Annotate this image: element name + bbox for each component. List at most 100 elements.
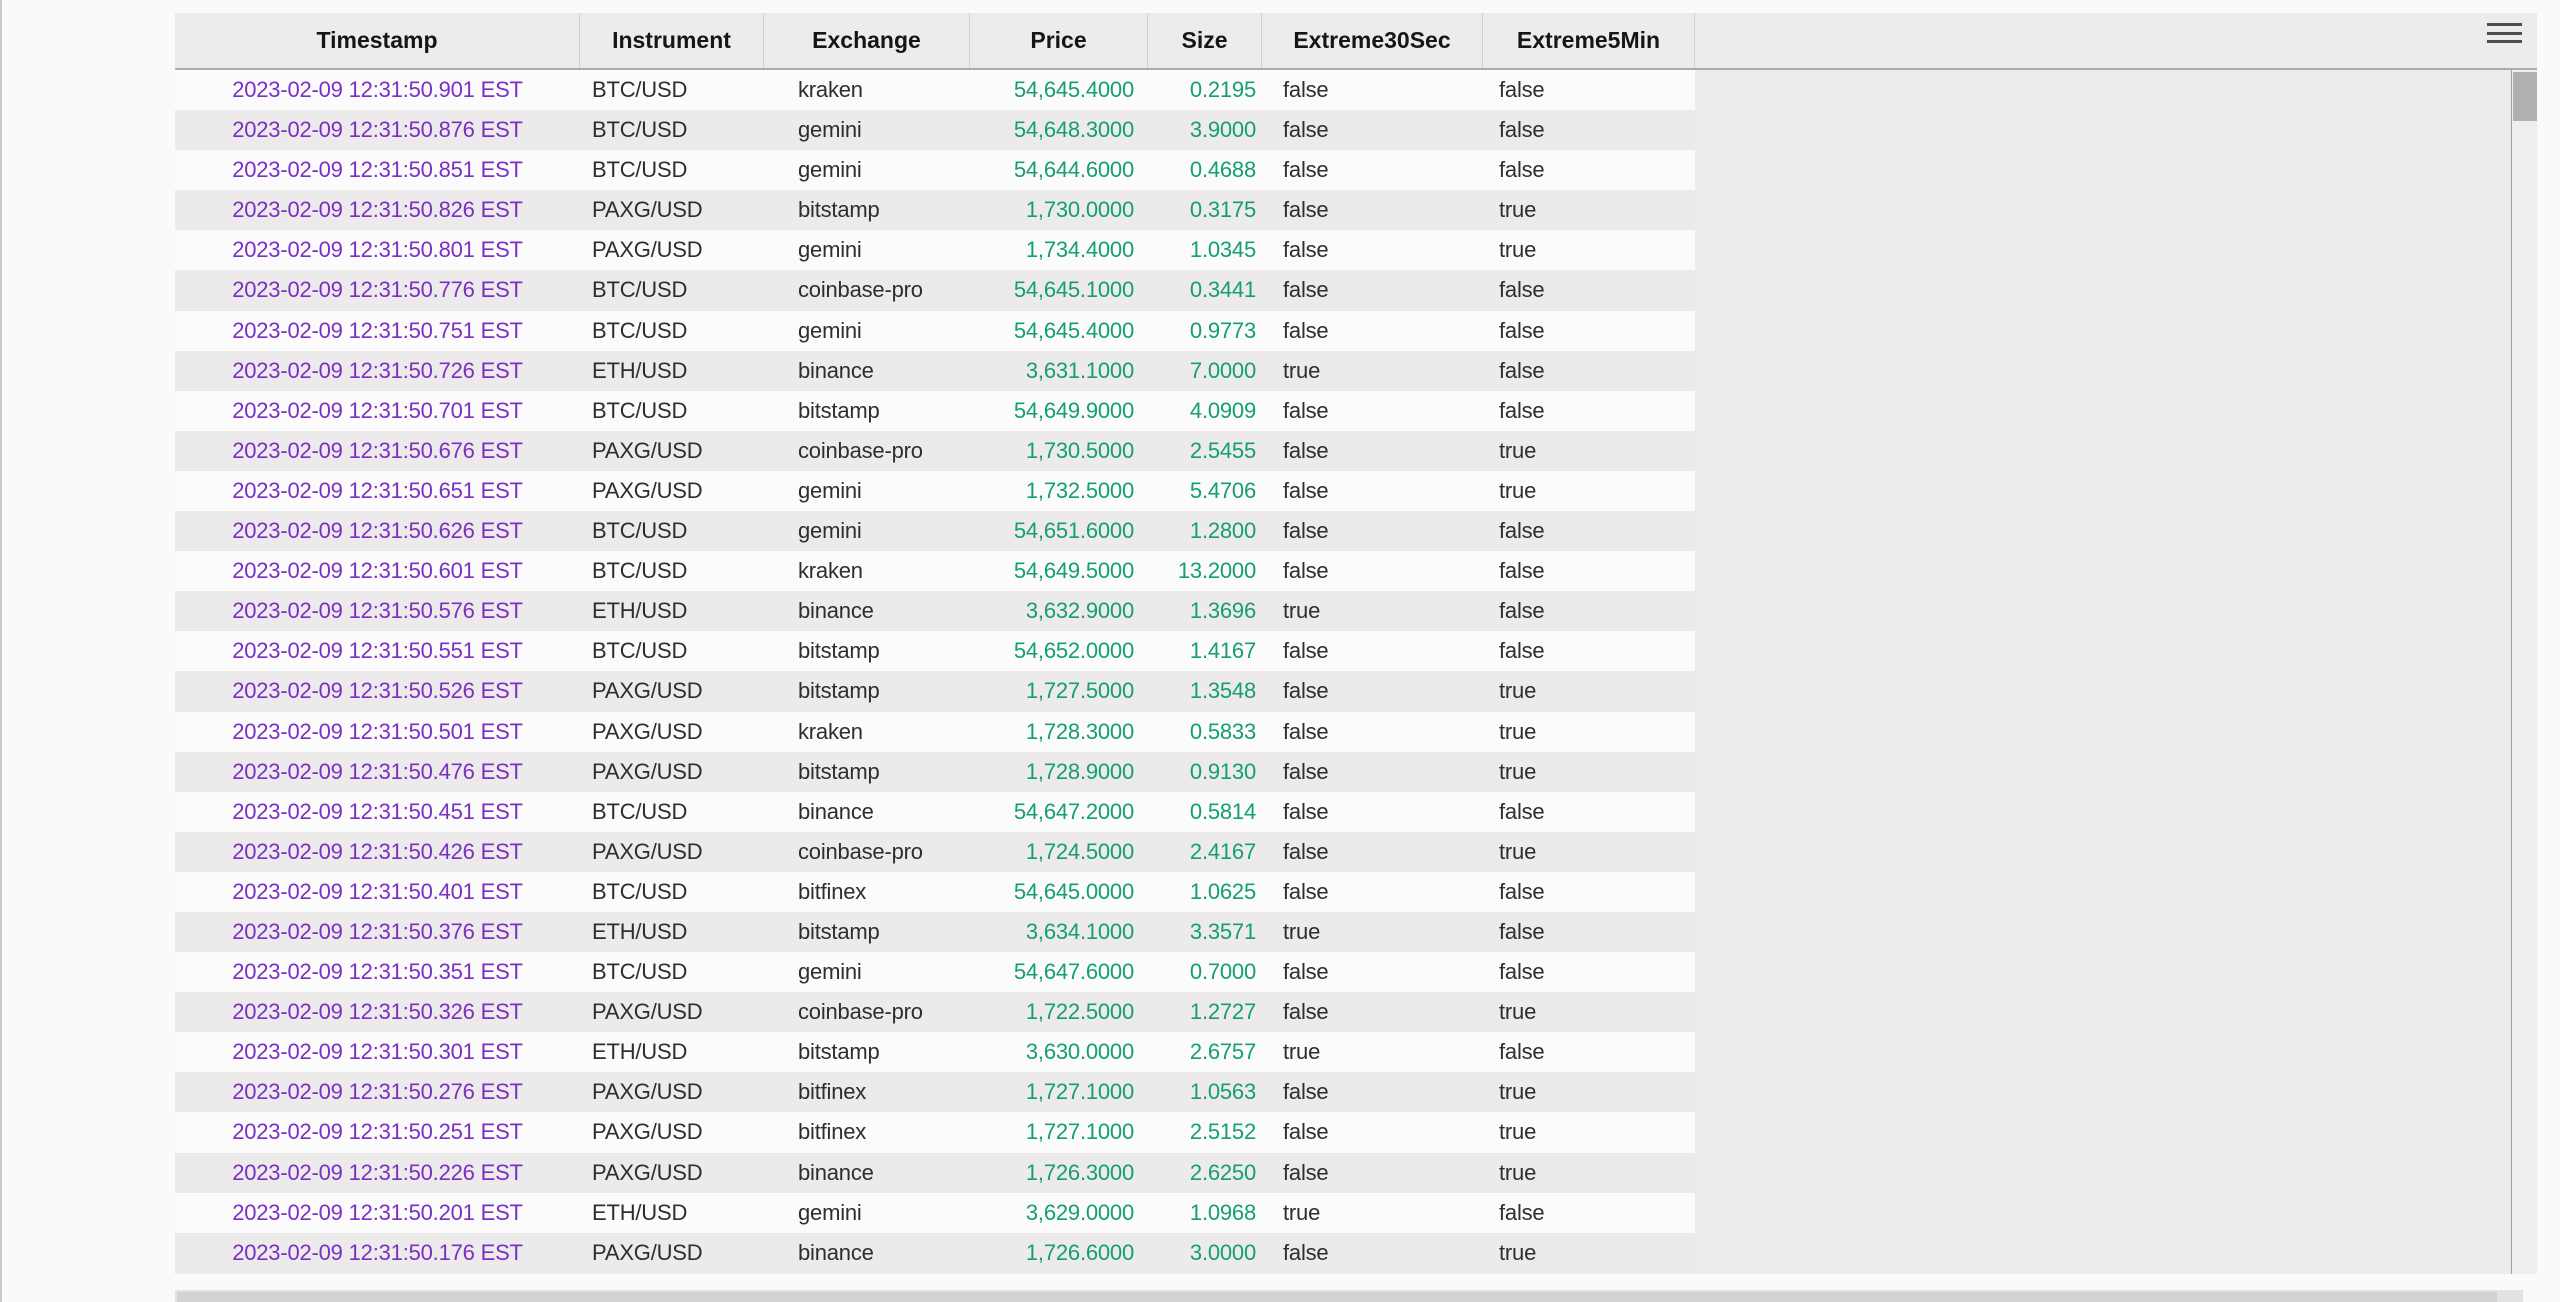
cell-exchange: kraken bbox=[798, 558, 863, 584]
panel-menu-icon[interactable] bbox=[2487, 23, 2522, 44]
cell-timestamp[interactable]: 2023-02-09 12:31:50.251 EST bbox=[232, 1119, 523, 1145]
cell-timestamp[interactable]: 2023-02-09 12:31:50.876 EST bbox=[232, 117, 523, 143]
cell-instrument: ETH/USD bbox=[592, 1199, 688, 1225]
cell-timestamp[interactable]: 2023-02-09 12:31:50.476 EST bbox=[232, 758, 523, 784]
cell-price: 1,730.0000 bbox=[1025, 197, 1134, 223]
table-row: 2023-02-09 12:31:50.851 EST BTC/USD gemini… bbox=[175, 150, 1695, 191]
cell-size: 13.2000 bbox=[1177, 558, 1256, 584]
column-header-exchange[interactable]: Exchange bbox=[764, 13, 970, 68]
cell-timestamp[interactable]: 2023-02-09 12:31:50.351 EST bbox=[232, 959, 523, 985]
cell-timestamp[interactable]: 2023-02-09 12:31:50.851 EST bbox=[232, 157, 523, 183]
cell-size: 0.2195 bbox=[1189, 77, 1256, 102]
cell-timestamp[interactable]: 2023-02-09 12:31:50.601 EST bbox=[232, 558, 523, 584]
vertical-scrollbar[interactable] bbox=[2511, 70, 2537, 1274]
cell-timestamp[interactable]: 2023-02-09 12:31:50.626 EST bbox=[232, 518, 523, 544]
cell-timestamp[interactable]: 2023-02-09 12:31:50.776 EST bbox=[232, 277, 523, 303]
cell-price: 3,632.9000 bbox=[1025, 598, 1134, 624]
cell-extreme5min: false bbox=[1499, 117, 1545, 143]
cell-extreme30sec: true bbox=[1283, 918, 1321, 944]
column-header-size[interactable]: Size bbox=[1148, 13, 1262, 68]
table-row: 2023-02-09 12:31:50.801 EST PAXG/USD gemin… bbox=[175, 230, 1695, 271]
table-row: 2023-02-09 12:31:50.451 EST BTC/USD binanc… bbox=[175, 791, 1695, 832]
column-header-instrument[interactable]: Instrument bbox=[580, 13, 764, 68]
cell-timestamp[interactable]: 2023-02-09 12:31:50.826 EST bbox=[232, 197, 523, 223]
cell-extreme30sec: true bbox=[1283, 1039, 1321, 1065]
cell-timestamp[interactable]: 2023-02-09 12:31:50.376 EST bbox=[232, 918, 523, 944]
cell-timestamp[interactable]: 2023-02-09 12:31:50.326 EST bbox=[232, 999, 523, 1025]
cell-exchange: binance bbox=[798, 1159, 874, 1185]
cell-instrument: BTC/USD bbox=[592, 157, 688, 183]
cell-size: 3.9000 bbox=[1189, 117, 1256, 143]
column-header-price[interactable]: Price bbox=[970, 13, 1148, 68]
horizontal-scrollbar-thumb[interactable] bbox=[177, 1292, 2497, 1302]
cell-exchange: binance bbox=[798, 798, 874, 824]
column-header-extreme5min[interactable]: Extreme5Min bbox=[1483, 13, 1695, 68]
cell-timestamp[interactable]: 2023-02-09 12:31:50.201 EST bbox=[232, 1199, 523, 1225]
table-row: 2023-02-09 12:31:50.201 EST ETH/USD gemini… bbox=[175, 1192, 1695, 1233]
cell-extreme5min: true bbox=[1499, 1239, 1537, 1265]
cell-timestamp[interactable]: 2023-02-09 12:31:50.451 EST bbox=[232, 798, 523, 824]
cell-instrument: PAXG/USD bbox=[592, 197, 703, 223]
cell-instrument: BTC/USD bbox=[592, 317, 688, 343]
cell-timestamp[interactable]: 2023-02-09 12:31:50.276 EST bbox=[232, 1079, 523, 1105]
cell-exchange: gemini bbox=[798, 518, 862, 544]
cell-size: 0.5814 bbox=[1189, 798, 1256, 824]
cell-instrument: PAXG/USD bbox=[592, 1119, 703, 1145]
cell-size: 7.0000 bbox=[1189, 357, 1256, 383]
cell-exchange: gemini bbox=[798, 477, 862, 503]
cell-exchange: gemini bbox=[798, 237, 862, 263]
horizontal-scrollbar[interactable] bbox=[175, 1290, 2523, 1302]
cell-extreme5min: false bbox=[1499, 1039, 1545, 1065]
cell-exchange: coinbase-pro bbox=[798, 277, 923, 303]
cell-timestamp[interactable]: 2023-02-09 12:31:50.801 EST bbox=[232, 237, 523, 263]
column-header-extreme30sec[interactable]: Extreme30Sec bbox=[1262, 13, 1483, 68]
cell-exchange: bitstamp bbox=[798, 197, 880, 223]
cell-price: 1,726.3000 bbox=[1025, 1159, 1134, 1185]
cell-extreme5min: false bbox=[1499, 959, 1545, 985]
cell-size: 2.6250 bbox=[1189, 1159, 1256, 1185]
cell-price: 54,647.2000 bbox=[1013, 798, 1134, 824]
cell-extreme5min: false bbox=[1499, 518, 1545, 544]
cell-exchange: gemini bbox=[798, 317, 862, 343]
cell-extreme30sec: false bbox=[1283, 157, 1329, 183]
vertical-scrollbar-thumb[interactable] bbox=[2513, 72, 2537, 121]
hamburger-bar bbox=[2487, 31, 2522, 35]
cell-timestamp[interactable]: 2023-02-09 12:31:50.226 EST bbox=[232, 1159, 523, 1185]
cell-size: 1.0968 bbox=[1189, 1199, 1256, 1225]
cell-price: 3,629.0000 bbox=[1025, 1199, 1134, 1225]
cell-timestamp[interactable]: 2023-02-09 12:31:50.726 EST bbox=[232, 357, 523, 383]
cell-timestamp[interactable]: 2023-02-09 12:31:50.751 EST bbox=[232, 317, 523, 343]
cell-extreme5min: false bbox=[1499, 357, 1545, 383]
cell-timestamp[interactable]: 2023-02-09 12:31:50.301 EST bbox=[232, 1039, 523, 1065]
cell-size: 1.2727 bbox=[1189, 999, 1256, 1025]
cell-extreme30sec: false bbox=[1283, 77, 1329, 102]
table-row: 2023-02-09 12:31:50.501 EST PAXG/USD krake… bbox=[175, 711, 1695, 752]
cell-extreme5min: false bbox=[1499, 317, 1545, 343]
cell-instrument: ETH/USD bbox=[592, 598, 688, 624]
cell-timestamp[interactable]: 2023-02-09 12:31:50.901 EST bbox=[232, 77, 523, 102]
cell-instrument: PAXG/USD bbox=[592, 758, 703, 784]
cell-timestamp[interactable]: 2023-02-09 12:31:50.551 EST bbox=[232, 638, 523, 664]
cell-timestamp[interactable]: 2023-02-09 12:31:50.426 EST bbox=[232, 838, 523, 864]
cell-timestamp[interactable]: 2023-02-09 12:31:50.501 EST bbox=[232, 718, 523, 744]
cell-timestamp[interactable]: 2023-02-09 12:31:50.676 EST bbox=[232, 437, 523, 463]
cell-size: 1.3696 bbox=[1189, 598, 1256, 624]
cell-extreme5min: true bbox=[1499, 237, 1537, 263]
table-row: 2023-02-09 12:31:50.426 EST PAXG/USD coinb… bbox=[175, 831, 1695, 872]
cell-timestamp[interactable]: 2023-02-09 12:31:50.651 EST bbox=[232, 477, 523, 503]
cell-timestamp[interactable]: 2023-02-09 12:31:50.401 EST bbox=[232, 878, 523, 904]
cell-exchange: bitfinex bbox=[798, 1119, 867, 1145]
cell-timestamp[interactable]: 2023-02-09 12:31:50.176 EST bbox=[232, 1239, 523, 1265]
cell-exchange: bitfinex bbox=[798, 1079, 867, 1105]
cell-timestamp[interactable]: 2023-02-09 12:31:50.526 EST bbox=[232, 678, 523, 704]
cell-timestamp[interactable]: 2023-02-09 12:31:50.701 EST bbox=[232, 397, 523, 423]
cell-price: 54,645.0000 bbox=[1013, 878, 1134, 904]
cell-price: 3,634.1000 bbox=[1025, 918, 1134, 944]
cell-extreme30sec: false bbox=[1283, 959, 1329, 985]
cell-instrument: BTC/USD bbox=[592, 518, 688, 544]
column-header-timestamp[interactable]: Timestamp bbox=[175, 13, 580, 68]
cell-exchange: kraken bbox=[798, 77, 863, 102]
cell-timestamp[interactable]: 2023-02-09 12:31:50.576 EST bbox=[232, 598, 523, 624]
cell-extreme30sec: false bbox=[1283, 518, 1329, 544]
cell-instrument: PAXG/USD bbox=[592, 237, 703, 263]
